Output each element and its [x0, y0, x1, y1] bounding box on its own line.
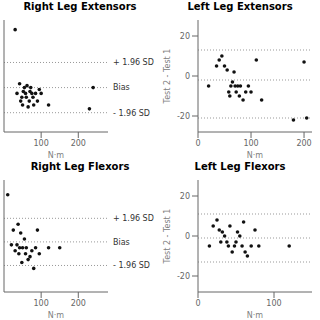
svg-text:-20: -20: [177, 272, 190, 281]
svg-text:+ 1.96 SD: + 1.96 SD: [113, 58, 154, 67]
svg-text:100: 100: [34, 139, 49, 148]
html-text:Left Leg Extensors: Left Leg Extensors: [187, 1, 293, 12]
svg-text:N·m: N·m: [247, 311, 264, 320]
svg-text:0: 0: [195, 299, 200, 308]
svg-text:+ 1.96 SD: + 1.96 SD: [113, 214, 154, 223]
html-text:Left Leg Flexors: Left Leg Flexors: [194, 161, 286, 172]
svg-text:N·m: N·m: [247, 151, 264, 160]
svg-text:100: 100: [243, 139, 258, 148]
svg-text:100: 100: [34, 299, 49, 308]
svg-text:Bias: Bias: [113, 83, 130, 92]
svg-text:200: 200: [296, 139, 311, 148]
svg-text:Test 2 - Test 1: Test 2 - Test 1: [163, 209, 172, 265]
svg-text:0: 0: [185, 72, 190, 81]
svg-text:0: 0: [195, 139, 200, 148]
svg-text:- 1.96 SD: - 1.96 SD: [113, 261, 150, 270]
svg-text:-20: -20: [177, 112, 190, 121]
svg-text:200: 200: [71, 299, 86, 308]
svg-text:Bias: Bias: [113, 238, 130, 247]
svg-text:- 1.96 SD: - 1.96 SD: [113, 109, 150, 118]
svg-text:100: 100: [266, 299, 281, 308]
svg-text:0: 0: [185, 232, 190, 241]
svg-text:200: 200: [71, 139, 86, 148]
svg-text:N·m: N·m: [48, 311, 65, 320]
html-text:Right Leg Extensors: Right Leg Extensors: [23, 1, 137, 12]
svg-text:20: 20: [180, 32, 190, 41]
html-text:Right Leg Flexors: Right Leg Flexors: [30, 161, 130, 172]
svg-text:Test 2 - Test 1: Test 2 - Test 1: [163, 49, 172, 105]
svg-text:20: 20: [180, 192, 190, 201]
svg-text:N·m: N·m: [48, 151, 65, 160]
